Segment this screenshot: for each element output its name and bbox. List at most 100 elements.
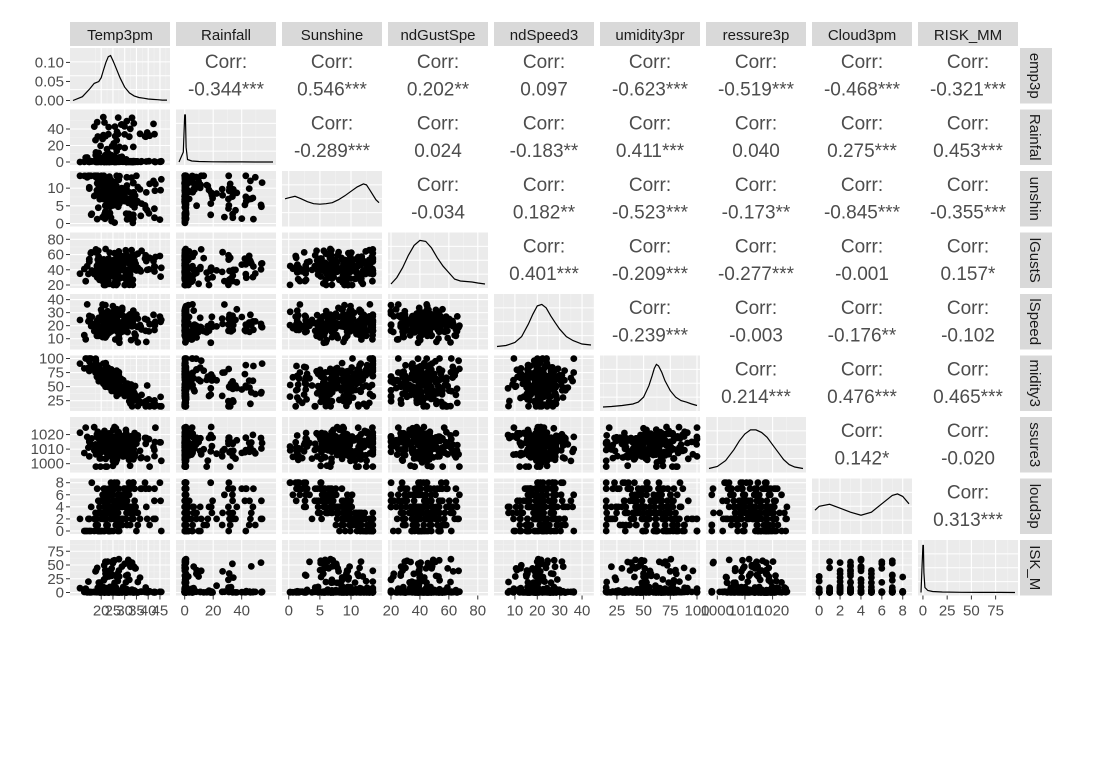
scatter-point xyxy=(183,403,190,410)
scatter-point xyxy=(363,463,370,470)
scatter-point xyxy=(313,368,320,375)
scatter-point xyxy=(287,263,294,270)
scatter-point xyxy=(94,216,101,223)
corr-panel: Corr:-0.277*** xyxy=(706,233,806,289)
corr-panel: Corr:-0.523*** xyxy=(600,171,700,227)
scatter-point xyxy=(356,262,363,269)
scatter-point xyxy=(126,491,133,498)
corr-panel: Corr:0.097 xyxy=(494,48,594,104)
scatter-point xyxy=(88,504,95,511)
scatter-point xyxy=(128,400,135,407)
scatter-point xyxy=(314,390,321,397)
scatter-point xyxy=(150,258,157,265)
scatter-point xyxy=(363,382,370,389)
scatter-point xyxy=(142,327,149,334)
scatter-point xyxy=(425,455,432,462)
scatter-point xyxy=(184,440,191,447)
scatter-point xyxy=(622,446,629,453)
scatter-point xyxy=(258,435,265,442)
scatter-point xyxy=(219,269,226,276)
scatter-point xyxy=(190,386,197,393)
scatter-panel xyxy=(70,355,170,411)
scatter-point xyxy=(694,424,701,431)
scatter-point xyxy=(409,444,416,451)
scatter-point xyxy=(535,389,542,396)
scatter-point xyxy=(203,377,210,384)
scatter-point xyxy=(87,319,94,326)
scatter-point xyxy=(242,202,249,209)
scatter-point xyxy=(77,429,84,436)
corr-title: Corr: xyxy=(947,359,989,380)
corr-panel: Corr:0.401*** xyxy=(494,233,594,289)
corr-value: -0.468*** xyxy=(824,80,901,101)
scatter-point xyxy=(418,440,425,447)
scatter-point xyxy=(323,282,330,289)
scatter-point xyxy=(226,316,233,323)
scatter-point xyxy=(157,394,164,401)
scatter-point xyxy=(97,366,104,373)
scatter-point xyxy=(85,271,92,278)
scatter-point xyxy=(539,355,546,362)
scatter-point xyxy=(185,302,192,309)
scatter-panel xyxy=(388,355,488,411)
scatter-point xyxy=(200,172,207,179)
scatter-point xyxy=(517,452,524,459)
scatter-point xyxy=(197,364,204,371)
density-panel xyxy=(388,233,488,289)
scatter-point xyxy=(183,355,190,362)
scatter-point xyxy=(77,159,84,166)
scatter-panel xyxy=(176,355,276,411)
scatter-point xyxy=(412,317,419,324)
scatter-point xyxy=(248,439,255,446)
corr-value: -0.519*** xyxy=(718,80,795,101)
scatter-point xyxy=(182,372,189,379)
scatter-point xyxy=(123,380,130,387)
scatter-point xyxy=(197,324,204,331)
scatter-point xyxy=(84,301,91,308)
scatter-point xyxy=(559,439,566,446)
scatter-point xyxy=(303,430,310,437)
scatter-point xyxy=(225,282,232,289)
scatter-point xyxy=(419,459,426,466)
scatter-point xyxy=(511,355,518,362)
scatter-point xyxy=(314,312,321,319)
scatter-point xyxy=(294,307,301,314)
scatter-panel xyxy=(388,294,488,350)
corr-title: Corr: xyxy=(205,52,247,73)
scatter-point xyxy=(319,266,326,273)
scatter-point xyxy=(94,133,101,140)
scatter-point xyxy=(225,327,232,334)
scatter-point xyxy=(348,249,355,256)
scatter-point xyxy=(304,319,311,326)
scatter-point xyxy=(247,400,254,407)
scatter-point xyxy=(294,373,301,380)
scatter-point xyxy=(152,402,159,409)
scatter-point xyxy=(369,336,376,343)
corr-value: -0.321*** xyxy=(930,80,1007,101)
scatter-point xyxy=(181,257,188,264)
scatter-panel xyxy=(282,233,382,289)
scatter-point xyxy=(213,323,220,330)
scatter-point xyxy=(606,424,613,431)
scatter-point xyxy=(343,368,350,375)
corr-value: -0.209*** xyxy=(612,264,689,285)
scatter-point xyxy=(388,439,395,446)
scatter-point xyxy=(401,308,408,315)
scatter-point xyxy=(182,339,189,346)
scatter-point xyxy=(369,463,376,470)
scatter-point xyxy=(423,355,430,362)
scatter-point xyxy=(213,377,220,384)
scatter-point xyxy=(353,269,360,276)
scatter-point xyxy=(294,394,301,401)
scatter-point xyxy=(124,255,131,262)
scatter-panel xyxy=(176,233,276,289)
scatter-point xyxy=(568,458,575,465)
scatter-point xyxy=(534,402,541,409)
scatter-point xyxy=(258,323,265,330)
scatter-point xyxy=(358,308,365,315)
scatter-point xyxy=(242,382,249,389)
scatter-point xyxy=(516,430,523,437)
corr-title: Corr: xyxy=(417,175,459,196)
corr-panel: Corr:-0.034 xyxy=(388,171,488,227)
scatter-point xyxy=(329,389,336,396)
